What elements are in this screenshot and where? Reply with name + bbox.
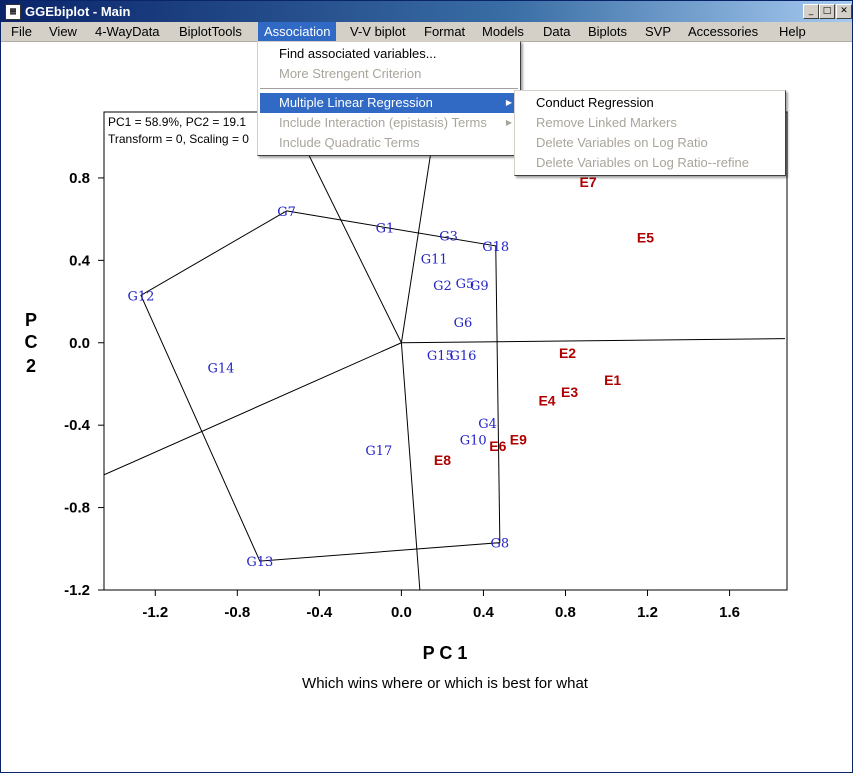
environment-label: E5 — [637, 230, 654, 246]
sector-line — [400, 342, 421, 590]
x-tick-label: 0.4 — [473, 604, 495, 621]
menu-item-conduct-regression[interactable]: Conduct Regression — [536, 95, 654, 110]
maximize-button[interactable]: □ — [819, 4, 835, 19]
menu-association[interactable]: Association — [258, 22, 337, 41]
genotype-label: G4 — [478, 417, 497, 432]
menu-biplots[interactable]: Biplots — [588, 24, 628, 39]
menu-models[interactable]: Models — [482, 24, 524, 39]
title-bar: ▦ GGEbiplot - Main _ □ ✕ — [1, 1, 852, 22]
plot-caption: Which wins where or which is best for wh… — [302, 675, 589, 692]
plot-info-line2: Transform = 0, Scaling = 0 — [108, 132, 249, 146]
genotype-label: G11 — [421, 252, 448, 267]
biplot-lines — [104, 126, 785, 590]
genotype-label: G3 — [439, 230, 458, 245]
environment-label: E9 — [510, 432, 527, 448]
menu-item-delete-log-ratio-refine: Delete Variables on Log Ratio--refine — [536, 155, 749, 170]
menu-format[interactable]: Format — [424, 24, 466, 39]
submenu-arrow-icon: ▶ — [505, 118, 512, 127]
genotype-label: G15 — [427, 349, 454, 364]
x-tick-label: -1.2 — [142, 604, 168, 621]
y-tick-label: 0.4 — [69, 252, 91, 269]
environment-label: E6 — [489, 438, 506, 454]
x-tick-label: 1.6 — [719, 604, 740, 621]
y-axis-label-3: 2 — [26, 356, 36, 376]
menu-item-delete-log-ratio: Delete Variables on Log Ratio — [536, 135, 708, 150]
genotype-label: G10 — [460, 434, 487, 449]
menu-item-multiple-linear-regression[interactable]: Multiple Linear Regression ▶ — [260, 93, 518, 113]
genotype-label: G12 — [127, 289, 154, 304]
sector-line — [294, 126, 402, 343]
environment-label: E3 — [561, 384, 578, 400]
window-title: GGEbiplot - Main — [25, 4, 131, 19]
regression-submenu: Conduct Regression Remove Linked Markers… — [514, 90, 786, 176]
y-tick-label: 0.0 — [69, 335, 90, 352]
genotype-label: G9 — [470, 279, 489, 294]
menu-item-label: Multiple Linear Regression — [279, 95, 433, 110]
biplot-canvas[interactable]: -1.2 -0.8 -0.4 0.0 0.4 0.8 1.2 1.6 0.8 0.4 0.0 -0.4… — [1, 42, 852, 772]
genotype-label: G5 — [456, 277, 475, 292]
x-tick-label: 0.0 — [391, 604, 412, 621]
menu-item-include-quadratic: Include Quadratic Terms — [279, 135, 420, 150]
genotype-label: G18 — [482, 240, 509, 255]
x-tick-label: 0.8 — [555, 604, 576, 621]
menu-accessories[interactable]: Accessories — [688, 24, 759, 39]
menu-item-remove-linked-markers: Remove Linked Markers — [536, 115, 677, 130]
genotype-label: G7 — [277, 205, 296, 220]
environment-label: E4 — [538, 392, 555, 408]
genotype-label: G13 — [246, 555, 273, 570]
y-tick-label: 0.8 — [69, 170, 90, 187]
axis-ticks: -1.2 -0.8 -0.4 0.0 0.4 0.8 1.2 1.6 0.8 0.4 0.0 -0.4… — [64, 170, 740, 621]
submenu-arrow-icon: ▶ — [505, 98, 512, 107]
menu-item-more-strengent: More Strengent Criterion — [279, 66, 422, 81]
y-tick-label: -1.2 — [64, 582, 90, 599]
y-axis-label-2: C — [25, 332, 38, 352]
sector-line — [104, 342, 402, 476]
menu-file[interactable]: File — [11, 24, 32, 39]
genotype-label: G1 — [376, 221, 395, 236]
genotype-label: G14 — [207, 361, 234, 376]
menu-svp[interactable]: SVP — [645, 24, 672, 39]
y-axis-label-1: P — [25, 310, 37, 330]
close-button[interactable]: ✕ — [836, 4, 852, 19]
y-tick-label: -0.8 — [64, 500, 90, 517]
menu-item-find-associated[interactable]: Find associated variables... — [279, 46, 437, 61]
x-tick-label: -0.4 — [306, 604, 333, 621]
menu-view[interactable]: View — [49, 24, 77, 39]
genotype-label: G2 — [433, 279, 452, 294]
menu-bar: File View 4-WayData BiplotTools Associat… — [1, 22, 852, 42]
environment-label: E7 — [579, 174, 596, 190]
genotype-label: G8 — [491, 537, 510, 552]
app-icon[interactable]: ▦ — [5, 4, 21, 20]
menu-4waydata[interactable]: 4-WayData — [95, 24, 160, 39]
genotype-label: G6 — [454, 316, 473, 331]
minimize-button[interactable]: _ — [803, 4, 819, 19]
menu-vv-biplot[interactable]: V-V biplot — [350, 24, 406, 39]
y-tick-label: -0.4 — [64, 417, 91, 434]
menu-help[interactable]: Help — [779, 24, 806, 39]
x-tick-label: 1.2 — [637, 604, 658, 621]
x-axis-label: P C 1 — [423, 643, 468, 663]
plot-info-line1: PC1 = 58.9%, PC2 = 19.1 — [108, 115, 246, 129]
association-dropdown: Find associated variables... More Streng… — [257, 41, 521, 156]
menu-item-include-interaction: Include Interaction (epistasis) Terms ▶ — [260, 113, 518, 133]
convex-hull-polygon — [140, 210, 501, 562]
genotype-label: G16 — [449, 349, 476, 364]
environment-label: E1 — [604, 372, 621, 388]
sector-line — [400, 130, 435, 343]
x-tick-label: -0.8 — [224, 604, 250, 621]
genotype-label: G17 — [365, 444, 392, 459]
menu-item-label: Include Interaction (epistasis) Terms — [279, 115, 487, 130]
menu-data[interactable]: Data — [543, 24, 571, 39]
sector-line — [401, 338, 785, 344]
environment-label: E2 — [559, 345, 576, 361]
menu-biplottools[interactable]: BiplotTools — [179, 24, 242, 39]
environment-label: E8 — [434, 452, 451, 468]
menu-separator — [260, 88, 518, 90]
